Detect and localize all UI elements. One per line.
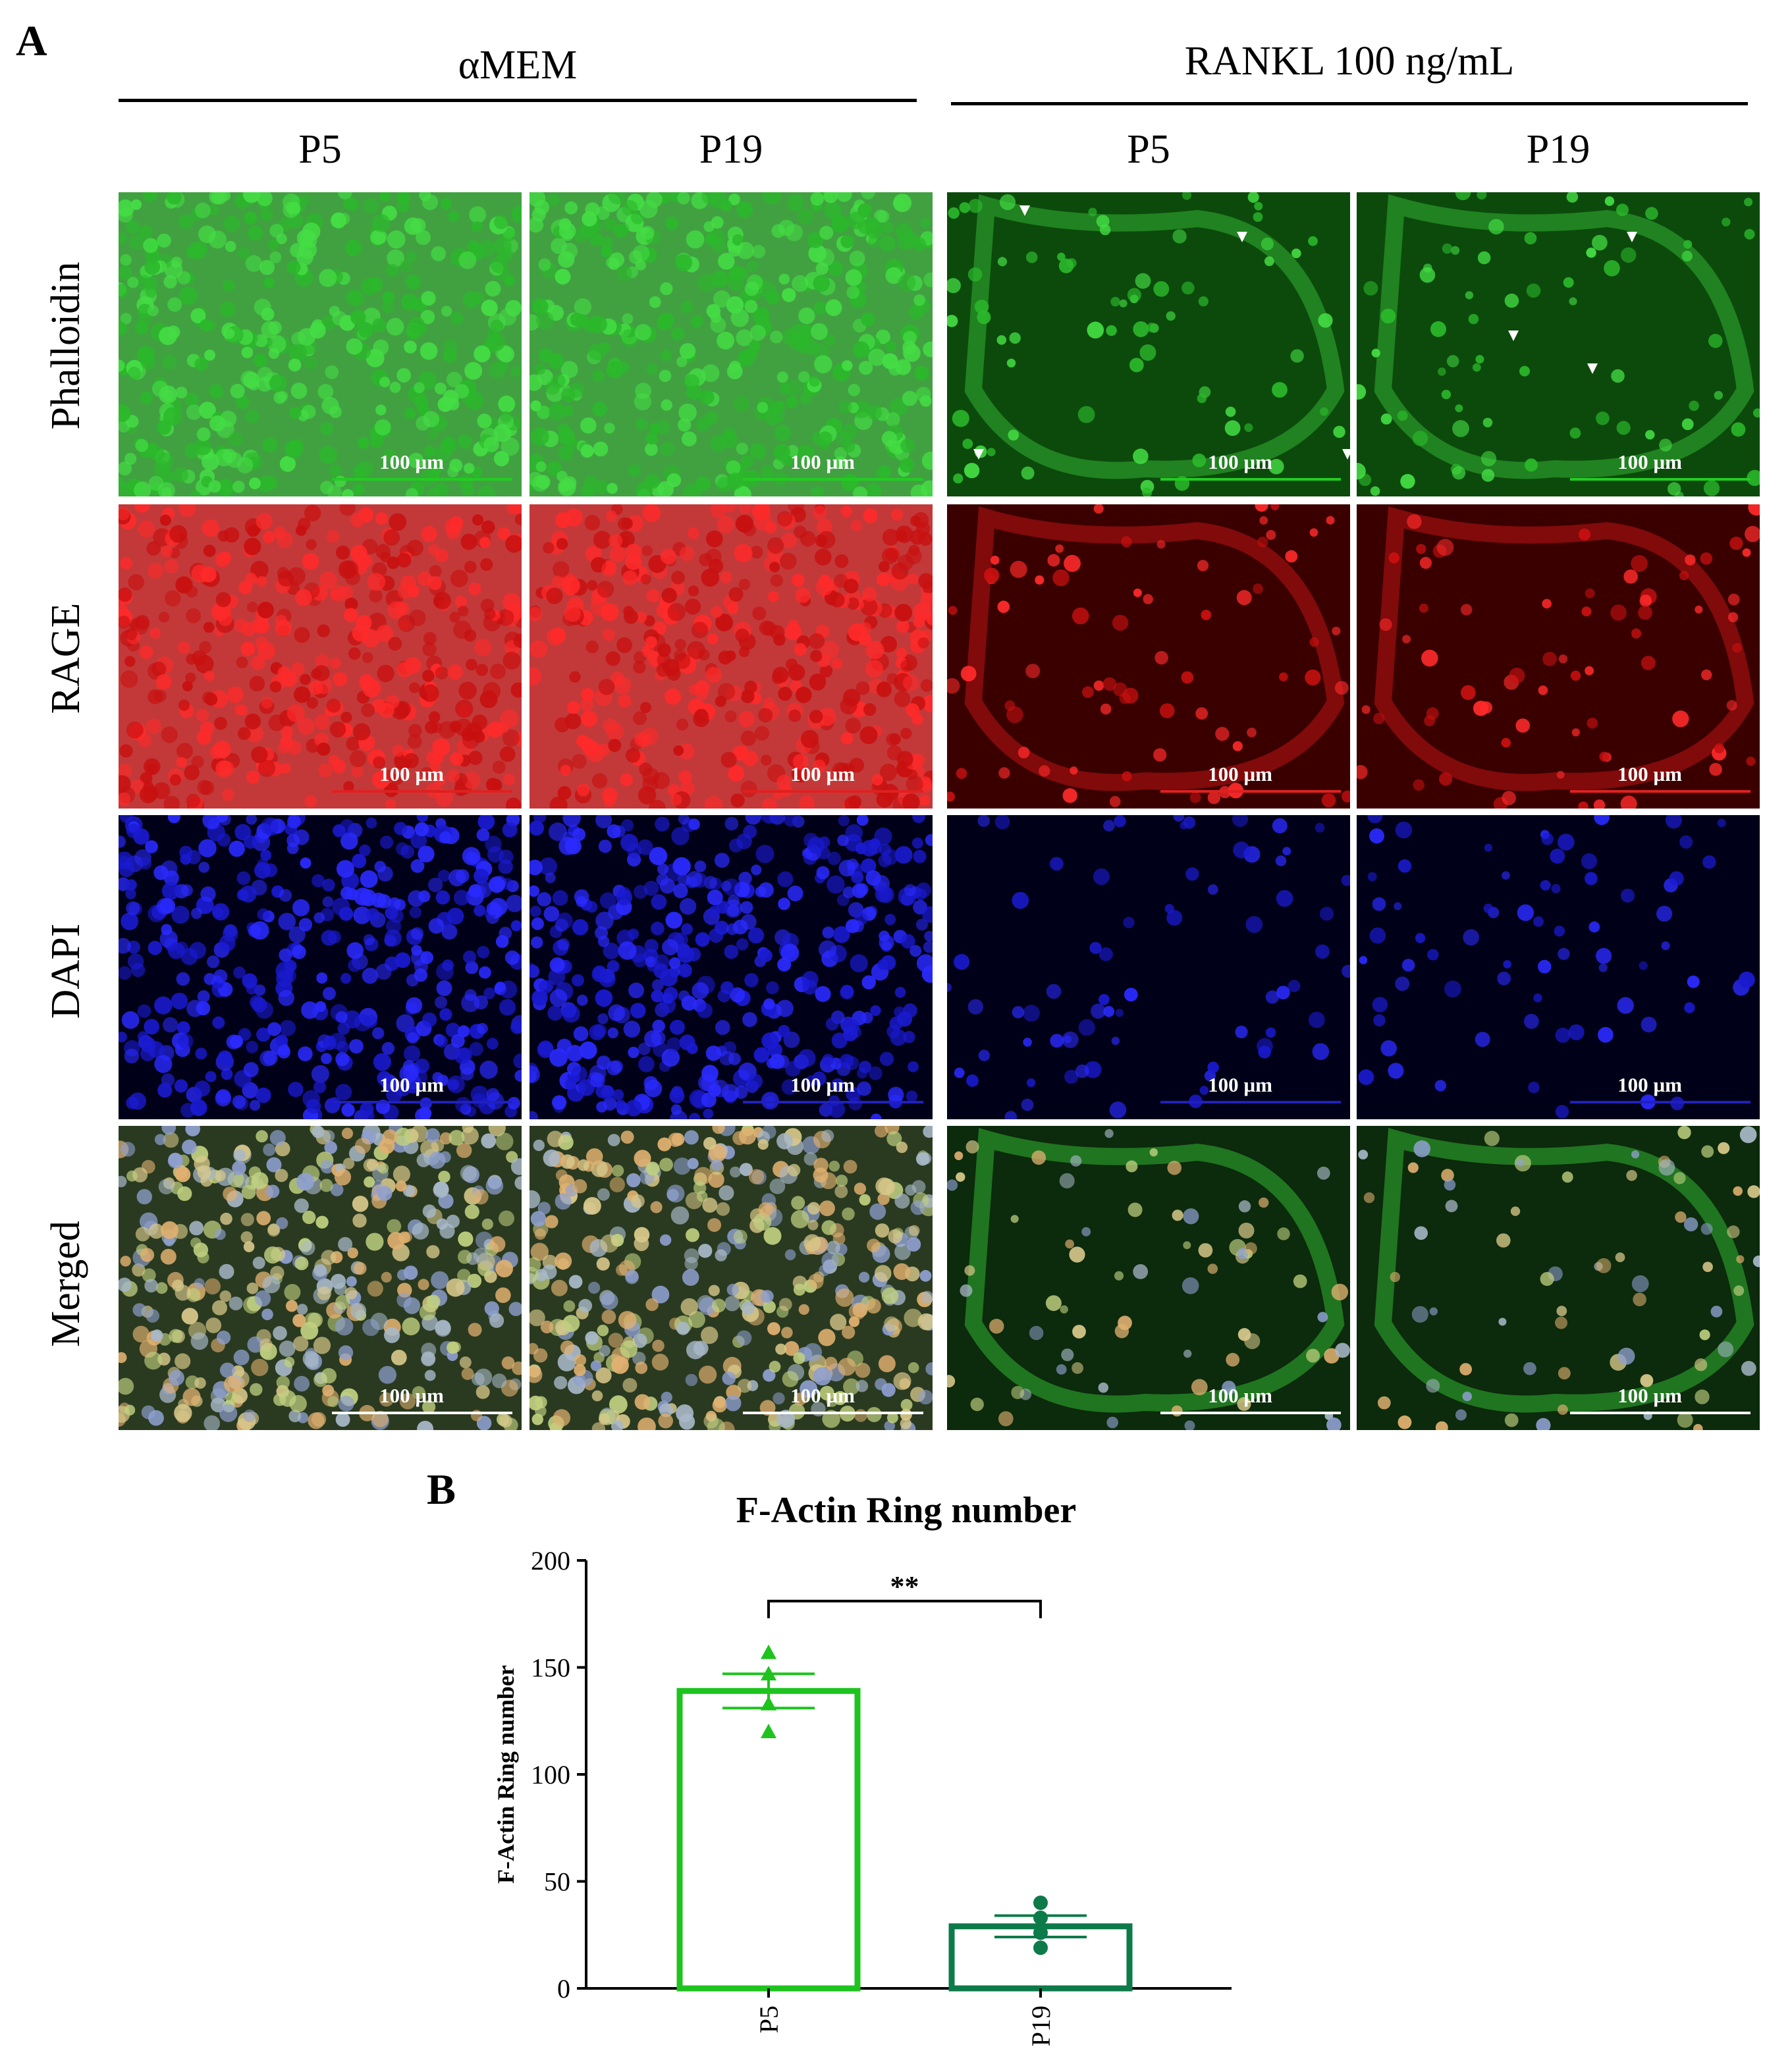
scale-bar [1160,1412,1341,1414]
scale-bar-label: 100 µm [790,1384,855,1407]
data-point-triangle [761,1724,776,1738]
scale-bar [743,1412,923,1414]
white-arrow-icon [1342,449,1350,460]
scale-bar-label: 100 µm [379,1073,444,1096]
micrograph-rage-rankl-p19: 100 µm [1357,504,1760,809]
data-point-triangle [761,1666,776,1681]
micrograph-phalloidin-amem-p19: 100 µm [529,192,933,496]
column-label-amem-p19: P19 [699,127,763,172]
scale-bar [1160,790,1341,793]
scale-bar [332,1412,512,1414]
micrograph-dapi-amem-p19: 100 µm [529,815,933,1119]
column-label-rankl-p19: P19 [1526,127,1590,172]
significance-label: ** [890,1570,919,1603]
micrograph-rage-rankl-p5: 100 µm [947,504,1350,809]
scale-bar [332,1101,512,1103]
data-point-triangle [761,1644,776,1659]
x-tick-label: P19 [1026,2006,1056,2046]
bar-p5 [676,1687,861,1992]
scale-bar [1570,790,1751,793]
scale-bar-label: 100 µm [379,762,444,785]
column-label-rankl-p5: P5 [1127,127,1170,172]
scale-bar [1570,1101,1751,1103]
scale-bar-label: 100 µm [790,450,855,473]
scale-bar [743,478,923,481]
data-point-circle [1033,1940,1048,1955]
group-title-rankl: RANKL 100 ng/mL [1184,39,1515,84]
scale-bar [743,790,923,793]
scale-bar-label: 100 µm [1208,1384,1272,1407]
row-label-phalloidin: Phalloidin [43,261,88,430]
scale-bar-label: 100 µm [790,1073,855,1096]
scale-bar-label: 100 µm [790,762,855,785]
white-arrow-icon [1508,331,1519,341]
y-tick-label: 200 [531,1546,570,1576]
scale-bar-label: 100 µm [1208,450,1272,473]
panel-b-letter: B [427,1466,456,1514]
scale-bar [332,478,512,481]
data-point-circle [1033,1910,1048,1925]
data-point-circle [1033,1896,1048,1910]
scale-bar [1570,1412,1751,1414]
scale-bar [1160,478,1341,481]
scale-bar [743,1101,923,1103]
column-label-amem-p5: P5 [298,127,342,172]
scale-bar [332,790,512,793]
group-rule-rankl [951,102,1748,105]
micrograph-merged-amem-p19: 100 µm [529,1126,933,1430]
white-arrow-icon [973,449,984,460]
scale-bar-label: 100 µm [1208,762,1272,785]
white-arrow-icon [1019,205,1030,216]
scale-bar-label: 100 µm [379,450,444,473]
white-arrow-icon [1627,232,1637,242]
micrograph-dapi-rankl-p5: 100 µm [947,815,1350,1119]
y-axis-label: F-Actin Ring number [493,1665,519,1884]
micrograph-rage-amem-p5: 100 µm [119,504,522,809]
micrograph-phalloidin-rankl-p5: 100 µm [947,192,1350,496]
chart-title: F-Actin Ring number [736,1490,1077,1531]
row-label-merged: Merged [43,1221,88,1347]
scale-bar-label: 100 µm [1208,1073,1272,1096]
micrograph-dapi-amem-p5: 100 µm [119,815,522,1119]
micrograph-merged-rankl-p5: 100 µm [947,1126,1350,1430]
y-tick-label: 100 [531,1760,570,1790]
scale-bar-label: 100 µm [379,1384,444,1407]
f-actin-bar-chart: 0 50 100 150 200 F-Actin Ring number P5 P19 ** [474,1541,1251,2061]
row-label-dapi: DAPI [43,923,88,1019]
scale-bar-label: 100 µm [1617,1384,1682,1407]
scale-bar-label: 100 µm [1617,1073,1682,1096]
micrograph-phalloidin-amem-p5: 100 µm [119,192,522,496]
group-title-amem: αMEM [458,43,578,88]
y-tick-label: 150 [531,1653,570,1683]
y-tick-label: 50 [544,1867,570,1897]
micrograph-rage-amem-p19: 100 µm [529,504,933,809]
micrograph-phalloidin-rankl-p19: 100 µm [1357,192,1760,496]
micrograph-dapi-rankl-p19: 100 µm [1357,815,1760,1119]
x-tick-label: P5 [754,2006,784,2033]
scale-bar [1160,1101,1341,1103]
scale-bar-label: 100 µm [1617,450,1682,473]
micrograph-merged-amem-p5: 100 µm [119,1126,522,1430]
y-tick-label: 0 [557,1974,570,2004]
row-label-rage: RAGE [43,602,88,714]
white-arrow-icon [1237,232,1247,242]
group-rule-amem [119,99,917,102]
scale-bar-label: 100 µm [1617,762,1682,785]
micrograph-merged-rankl-p19: 100 µm [1357,1126,1760,1430]
scale-bar [1570,478,1751,481]
data-point-triangle [761,1695,776,1711]
panel-a-letter: A [16,17,47,65]
significance-bracket [767,1599,1042,1618]
data-point-circle [1033,1925,1048,1940]
white-arrow-icon [1587,363,1598,374]
